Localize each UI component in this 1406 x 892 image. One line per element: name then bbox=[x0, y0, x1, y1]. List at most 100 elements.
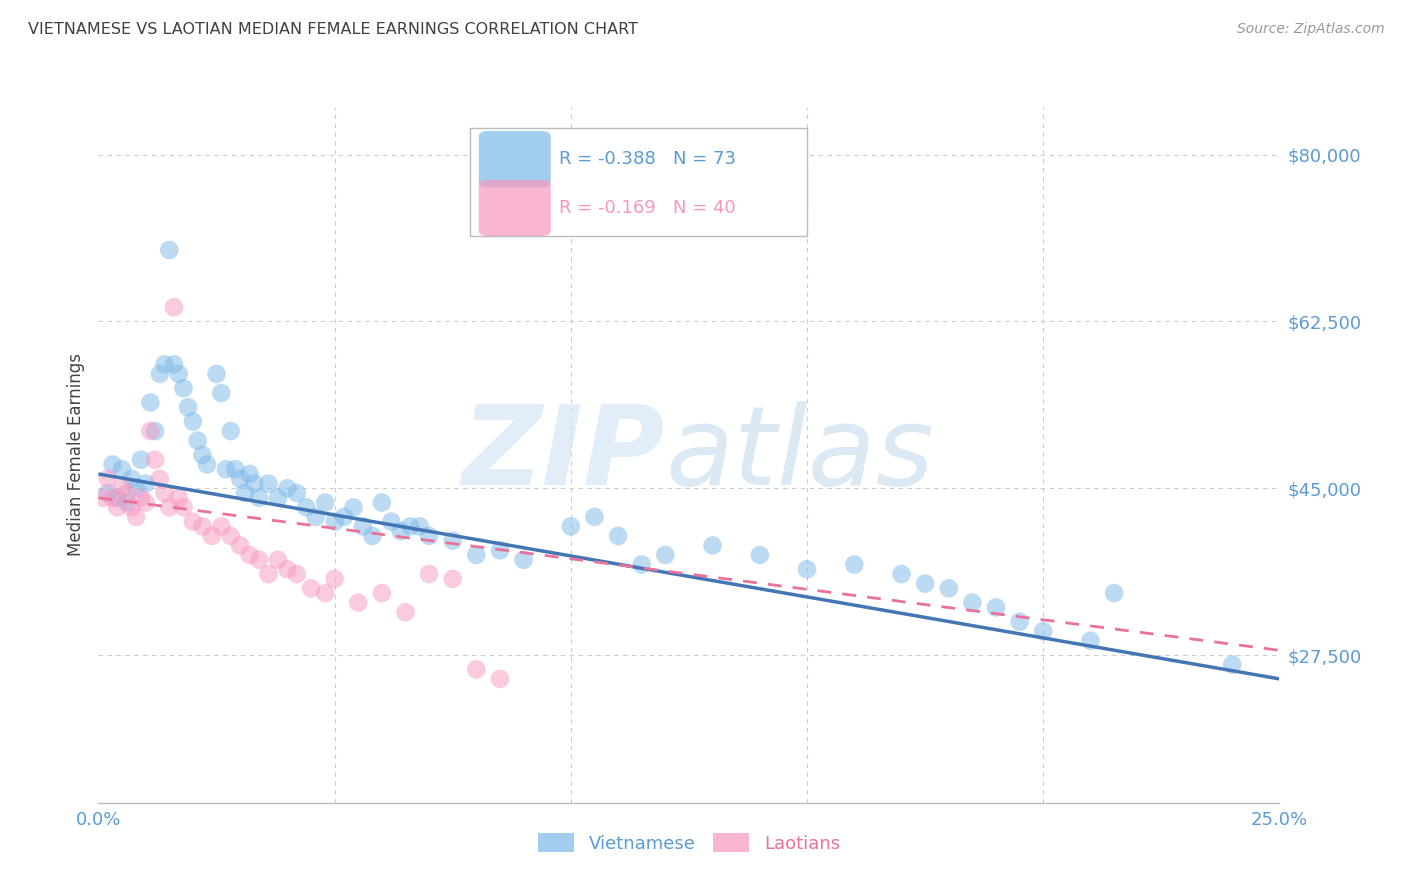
Y-axis label: Median Female Earnings: Median Female Earnings bbox=[67, 353, 86, 557]
Point bbox=[115, 495, 138, 509]
Point bbox=[1008, 615, 1031, 629]
Point bbox=[844, 558, 866, 572]
Point bbox=[105, 500, 128, 515]
Point bbox=[247, 491, 270, 505]
Point bbox=[342, 500, 364, 515]
Point bbox=[215, 462, 238, 476]
Point bbox=[352, 519, 374, 533]
Point bbox=[361, 529, 384, 543]
Point bbox=[408, 519, 430, 533]
Point bbox=[1220, 657, 1243, 672]
Text: R = -0.388   N = 73: R = -0.388 N = 73 bbox=[560, 150, 735, 169]
Point bbox=[347, 596, 370, 610]
FancyBboxPatch shape bbox=[471, 128, 807, 235]
Point bbox=[914, 576, 936, 591]
Point bbox=[172, 500, 194, 515]
Point bbox=[209, 386, 232, 401]
Point bbox=[149, 472, 172, 486]
Point bbox=[195, 458, 218, 472]
Point bbox=[465, 662, 488, 676]
Point bbox=[314, 586, 336, 600]
Point bbox=[441, 533, 464, 548]
Point bbox=[129, 491, 152, 505]
Point bbox=[172, 381, 194, 395]
Point bbox=[219, 529, 242, 543]
Point bbox=[191, 448, 214, 462]
Point bbox=[299, 582, 322, 596]
Point bbox=[177, 401, 200, 415]
Point bbox=[233, 486, 256, 500]
Legend: Vietnamese, Laotians: Vietnamese, Laotians bbox=[530, 826, 848, 860]
Point bbox=[1080, 633, 1102, 648]
Point bbox=[394, 605, 416, 619]
Point bbox=[229, 539, 252, 553]
Point bbox=[305, 509, 328, 524]
Point bbox=[167, 491, 190, 505]
Point bbox=[111, 462, 134, 476]
Point bbox=[149, 367, 172, 381]
Point bbox=[247, 553, 270, 567]
Point bbox=[187, 434, 209, 448]
Point bbox=[257, 567, 280, 582]
Point bbox=[257, 476, 280, 491]
FancyBboxPatch shape bbox=[478, 131, 551, 187]
Point bbox=[465, 548, 488, 562]
Point bbox=[129, 452, 152, 467]
Point bbox=[239, 467, 262, 481]
Point bbox=[1102, 586, 1125, 600]
Point bbox=[239, 548, 262, 562]
Point bbox=[224, 462, 246, 476]
Point bbox=[243, 476, 266, 491]
Point bbox=[135, 476, 157, 491]
Text: Source: ZipAtlas.com: Source: ZipAtlas.com bbox=[1237, 22, 1385, 37]
Point bbox=[295, 500, 318, 515]
Point bbox=[209, 519, 232, 533]
Point bbox=[153, 486, 176, 500]
Point bbox=[890, 567, 912, 582]
Point bbox=[512, 553, 534, 567]
Point bbox=[418, 567, 440, 582]
Point bbox=[97, 472, 120, 486]
FancyBboxPatch shape bbox=[478, 180, 551, 236]
Point bbox=[285, 486, 308, 500]
Point bbox=[418, 529, 440, 543]
Point bbox=[219, 424, 242, 438]
Point bbox=[167, 367, 190, 381]
Point bbox=[276, 481, 298, 495]
Point bbox=[201, 529, 224, 543]
Point bbox=[323, 515, 346, 529]
Point bbox=[97, 486, 120, 500]
Point bbox=[607, 529, 630, 543]
Point bbox=[748, 548, 770, 562]
Point bbox=[371, 586, 394, 600]
Point bbox=[181, 415, 204, 429]
Point bbox=[111, 481, 134, 495]
Point bbox=[314, 495, 336, 509]
Point bbox=[380, 515, 402, 529]
Point bbox=[702, 539, 724, 553]
Point bbox=[181, 515, 204, 529]
Point bbox=[115, 486, 138, 500]
Point bbox=[1032, 624, 1054, 639]
Point bbox=[139, 395, 162, 409]
Point bbox=[399, 519, 422, 533]
Point bbox=[276, 562, 298, 576]
Point bbox=[984, 600, 1007, 615]
Point bbox=[285, 567, 308, 582]
Point bbox=[125, 509, 148, 524]
Point bbox=[191, 519, 214, 533]
Point bbox=[654, 548, 676, 562]
Point bbox=[560, 519, 582, 533]
Point bbox=[938, 582, 960, 596]
Point bbox=[630, 558, 652, 572]
Point bbox=[157, 243, 180, 257]
Point bbox=[125, 481, 148, 495]
Point bbox=[143, 424, 166, 438]
Point bbox=[121, 500, 143, 515]
Point bbox=[962, 596, 984, 610]
Point bbox=[441, 572, 464, 586]
Point bbox=[389, 524, 412, 538]
Point bbox=[101, 491, 124, 505]
Point bbox=[91, 491, 114, 505]
Point bbox=[333, 509, 356, 524]
